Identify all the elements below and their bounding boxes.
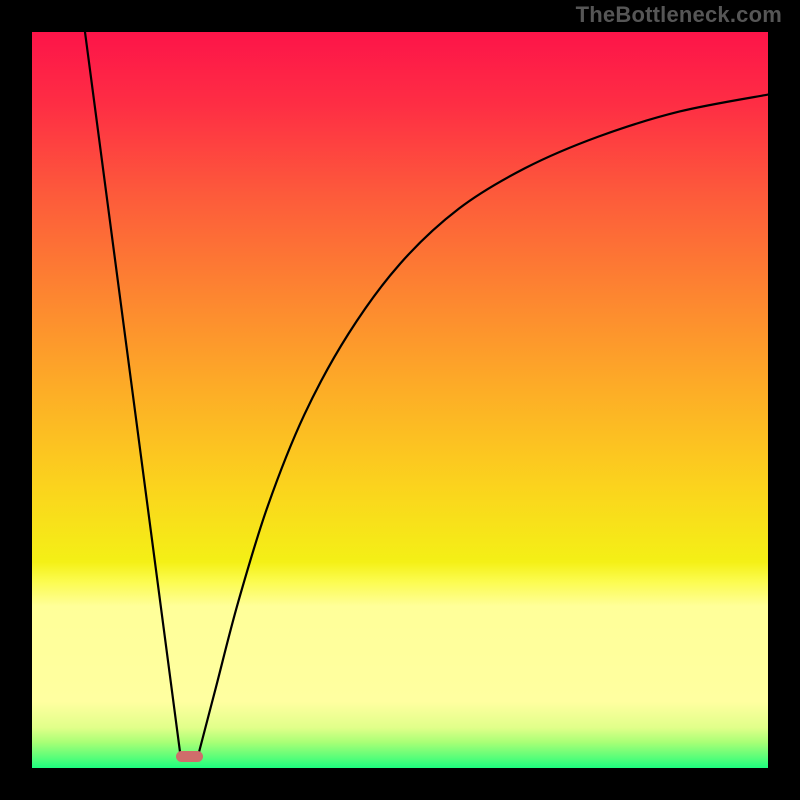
plot-area [32,32,768,768]
figure-root: TheBottleneck.com [0,0,800,800]
gradient-background [32,32,768,768]
dip-marker [176,751,204,762]
watermark-text: TheBottleneck.com [576,2,782,28]
chart-svg [32,32,768,768]
